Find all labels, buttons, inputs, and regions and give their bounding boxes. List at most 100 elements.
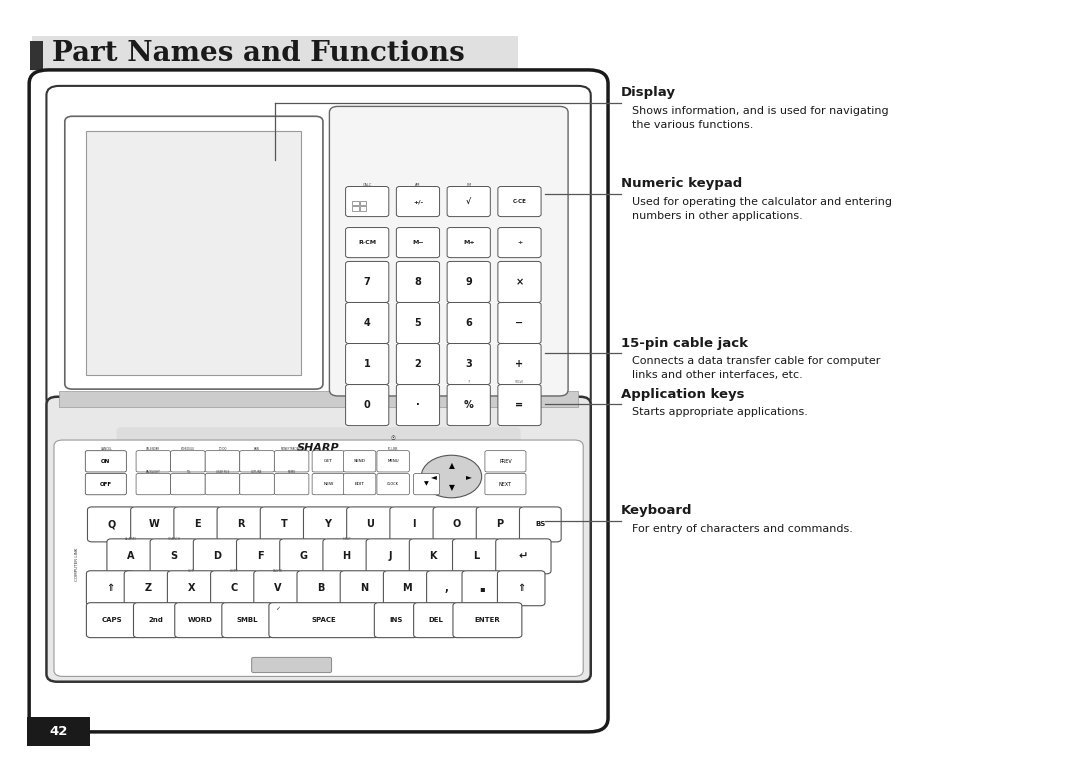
Text: =: = xyxy=(515,400,524,410)
Text: CALC: CALC xyxy=(363,183,372,187)
Text: INS: INS xyxy=(390,617,403,623)
FancyBboxPatch shape xyxy=(453,603,522,638)
FancyBboxPatch shape xyxy=(260,507,308,542)
FancyBboxPatch shape xyxy=(117,427,521,469)
FancyBboxPatch shape xyxy=(131,507,178,542)
Text: MEMO: MEMO xyxy=(287,470,296,474)
Text: M+: M+ xyxy=(463,240,474,245)
Text: SCHEDULE: SCHEDULE xyxy=(180,447,195,451)
Text: 3: 3 xyxy=(465,359,472,369)
Bar xyxy=(27,717,90,746)
FancyBboxPatch shape xyxy=(462,571,502,606)
Text: ▼: ▼ xyxy=(424,482,429,486)
Text: +/-: +/- xyxy=(413,199,423,204)
FancyBboxPatch shape xyxy=(252,657,332,673)
FancyBboxPatch shape xyxy=(346,344,389,385)
Text: F: F xyxy=(257,551,264,562)
Text: EDIT: EDIT xyxy=(354,482,365,486)
Text: AM: AM xyxy=(416,183,420,187)
FancyBboxPatch shape xyxy=(340,571,388,606)
FancyBboxPatch shape xyxy=(498,344,541,385)
Text: BS: BS xyxy=(536,521,545,527)
FancyBboxPatch shape xyxy=(485,451,526,472)
FancyBboxPatch shape xyxy=(136,473,171,495)
Text: ·: · xyxy=(416,400,420,410)
Text: Connects a data transfer cable for computer
links and other interfaces, etc.: Connects a data transfer cable for compu… xyxy=(632,356,880,381)
FancyBboxPatch shape xyxy=(136,451,171,472)
Bar xyxy=(352,201,359,205)
Text: For entry of characters and commands.: For entry of characters and commands. xyxy=(632,524,853,534)
Text: ,: , xyxy=(445,583,448,594)
Text: PREV: PREV xyxy=(499,459,512,464)
Text: PM: PM xyxy=(467,183,471,187)
FancyBboxPatch shape xyxy=(447,186,490,217)
FancyBboxPatch shape xyxy=(85,451,126,472)
Text: GET: GET xyxy=(324,459,333,464)
FancyBboxPatch shape xyxy=(453,539,500,574)
FancyBboxPatch shape xyxy=(346,186,389,217)
Text: A: A xyxy=(127,551,134,562)
Text: ×: × xyxy=(515,277,524,287)
Text: V: V xyxy=(274,583,281,594)
Text: D: D xyxy=(213,551,221,562)
FancyBboxPatch shape xyxy=(396,261,440,302)
FancyBboxPatch shape xyxy=(54,440,583,676)
Text: E: E xyxy=(194,519,201,530)
Bar xyxy=(360,201,366,205)
FancyBboxPatch shape xyxy=(240,451,274,472)
FancyBboxPatch shape xyxy=(87,507,135,542)
Text: Numeric keypad: Numeric keypad xyxy=(621,177,742,190)
Text: ✓: ✓ xyxy=(275,606,280,611)
FancyBboxPatch shape xyxy=(390,507,437,542)
FancyBboxPatch shape xyxy=(498,261,541,302)
FancyBboxPatch shape xyxy=(274,473,309,495)
FancyBboxPatch shape xyxy=(346,385,389,426)
Bar xyxy=(360,206,366,211)
FancyBboxPatch shape xyxy=(86,131,301,375)
Bar xyxy=(59,391,578,407)
FancyBboxPatch shape xyxy=(297,571,345,606)
Text: M−: M− xyxy=(413,240,423,245)
FancyBboxPatch shape xyxy=(217,507,265,542)
FancyBboxPatch shape xyxy=(377,451,409,472)
FancyBboxPatch shape xyxy=(86,603,138,638)
Text: 2nd: 2nd xyxy=(149,617,164,623)
FancyBboxPatch shape xyxy=(447,302,490,344)
FancyBboxPatch shape xyxy=(175,603,226,638)
FancyBboxPatch shape xyxy=(221,603,273,638)
Text: ▪: ▪ xyxy=(480,584,485,593)
Text: W: W xyxy=(149,519,160,530)
Text: MONEYTRACING: MONEYTRACING xyxy=(281,447,302,451)
Text: OUTLINE: OUTLINE xyxy=(252,470,262,474)
FancyBboxPatch shape xyxy=(447,227,490,258)
Text: NEW: NEW xyxy=(323,482,334,486)
FancyBboxPatch shape xyxy=(427,571,467,606)
Text: G: G xyxy=(299,551,308,562)
Text: ÷: ÷ xyxy=(517,240,522,245)
FancyBboxPatch shape xyxy=(366,539,414,574)
FancyBboxPatch shape xyxy=(134,603,179,638)
Text: HELP: HELP xyxy=(342,537,351,541)
Text: Used for operating the calculator and entering
numbers in other applications.: Used for operating the calculator and en… xyxy=(632,197,892,221)
FancyBboxPatch shape xyxy=(447,261,490,302)
FancyBboxPatch shape xyxy=(46,397,591,682)
Text: 0: 0 xyxy=(364,400,370,410)
Text: L: L xyxy=(473,551,480,562)
Text: Z: Z xyxy=(145,583,151,594)
FancyBboxPatch shape xyxy=(519,507,562,542)
Text: ☉: ☉ xyxy=(391,436,395,441)
Text: ?: ? xyxy=(468,380,470,384)
Text: ENTER: ENTER xyxy=(474,617,500,623)
Text: CUT: CUT xyxy=(188,569,194,573)
FancyBboxPatch shape xyxy=(375,603,418,638)
FancyBboxPatch shape xyxy=(237,539,284,574)
FancyBboxPatch shape xyxy=(46,86,591,408)
Text: CANCEL: CANCEL xyxy=(102,447,112,451)
FancyBboxPatch shape xyxy=(383,571,431,606)
Text: WORD: WORD xyxy=(188,617,213,623)
Text: ⇑: ⇑ xyxy=(517,583,525,594)
Text: BACKLIGHT: BACKLIGHT xyxy=(146,470,161,474)
Text: TEL: TEL xyxy=(186,470,190,474)
Text: SPACE: SPACE xyxy=(311,617,336,623)
Text: COPY: COPY xyxy=(230,569,239,573)
